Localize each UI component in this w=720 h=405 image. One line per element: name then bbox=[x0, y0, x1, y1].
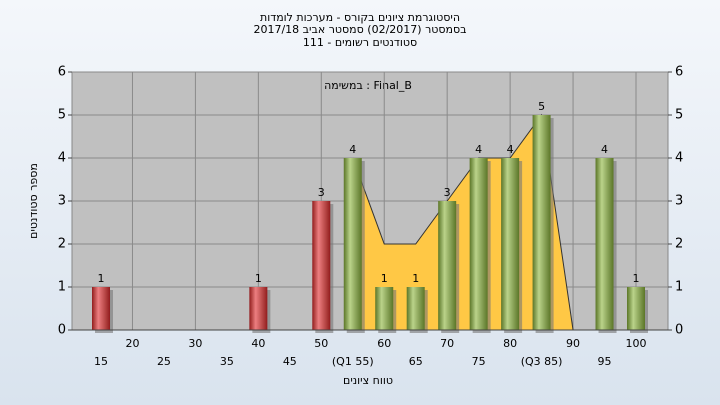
x-tick-label: 90 bbox=[566, 337, 580, 350]
x-tick-label: 65 bbox=[409, 355, 423, 368]
y2-tick-label: 3 bbox=[675, 194, 683, 209]
y-tick-label: 3 bbox=[58, 194, 66, 209]
bar bbox=[501, 158, 520, 330]
data-label: 1 bbox=[381, 272, 388, 285]
data-label: 4 bbox=[601, 143, 608, 156]
bar bbox=[375, 287, 394, 330]
x-tick-label: 50 bbox=[314, 337, 328, 350]
x-tick-label: 45 bbox=[283, 355, 297, 368]
data-label: 3 bbox=[318, 186, 325, 199]
x-tick-label: 95 bbox=[598, 355, 612, 368]
x-tick-label: 80 bbox=[503, 337, 517, 350]
data-label: 3 bbox=[444, 186, 451, 199]
title-line: היסטוגרמת ציונים בקורס - מערכות לומדות bbox=[260, 11, 460, 24]
bar bbox=[595, 158, 614, 330]
y2-tick-label: 4 bbox=[675, 151, 683, 166]
data-label: 1 bbox=[255, 272, 262, 285]
x-tick-label: 75 bbox=[472, 355, 486, 368]
title-line: סטודנטים רשומים - 111 bbox=[303, 36, 417, 49]
x-tick-label: 60 bbox=[377, 337, 391, 350]
x-tick-label: (Q3 85) bbox=[521, 355, 563, 368]
y2-tick-label: 1 bbox=[675, 280, 683, 295]
y2-tick-label: 2 bbox=[675, 237, 683, 252]
data-label: 1 bbox=[412, 272, 419, 285]
annotation: במשימה : Final_B bbox=[324, 79, 412, 92]
bar bbox=[92, 287, 110, 330]
bar bbox=[532, 115, 551, 330]
bar bbox=[627, 287, 645, 330]
data-label: 4 bbox=[507, 143, 514, 156]
y-tick-label: 4 bbox=[58, 151, 66, 166]
x-axis-label: טווח ציונים bbox=[343, 374, 393, 387]
y2-tick-label: 6 bbox=[675, 65, 683, 80]
x-tick-label: 40 bbox=[251, 337, 265, 350]
y-tick-label: 6 bbox=[58, 65, 66, 80]
x-tick-label: 100 bbox=[626, 337, 647, 350]
y-tick-label: 0 bbox=[58, 323, 66, 338]
y-tick-label: 1 bbox=[58, 280, 66, 295]
x-tick-label: 35 bbox=[220, 355, 234, 368]
bar bbox=[249, 287, 268, 330]
x-tick-label: (Q1 55) bbox=[332, 355, 374, 368]
data-label: 1 bbox=[633, 272, 640, 285]
x-tick-label: 25 bbox=[157, 355, 171, 368]
x-tick-label: 30 bbox=[188, 337, 202, 350]
y-axis-label: מספר סטודנטים bbox=[27, 163, 40, 239]
bar bbox=[438, 201, 457, 330]
y-tick-label: 2 bbox=[58, 237, 66, 252]
y2-tick-label: 0 bbox=[675, 323, 683, 338]
title-line: בסמסטר (02/2017) סמסטר אביב 2017/18 bbox=[253, 23, 466, 36]
y-tick-label: 5 bbox=[58, 108, 66, 123]
bar bbox=[343, 158, 362, 330]
bar bbox=[406, 287, 425, 330]
data-label: 1 bbox=[98, 272, 105, 285]
bar bbox=[469, 158, 488, 330]
x-tick-label: 70 bbox=[440, 337, 454, 350]
x-tick-label: 20 bbox=[125, 337, 139, 350]
y2-tick-label: 5 bbox=[675, 108, 683, 123]
bar bbox=[312, 201, 331, 330]
data-label: 5 bbox=[538, 100, 545, 113]
x-tick-label: 15 bbox=[94, 355, 108, 368]
data-label: 4 bbox=[475, 143, 482, 156]
data-label: 4 bbox=[349, 143, 356, 156]
